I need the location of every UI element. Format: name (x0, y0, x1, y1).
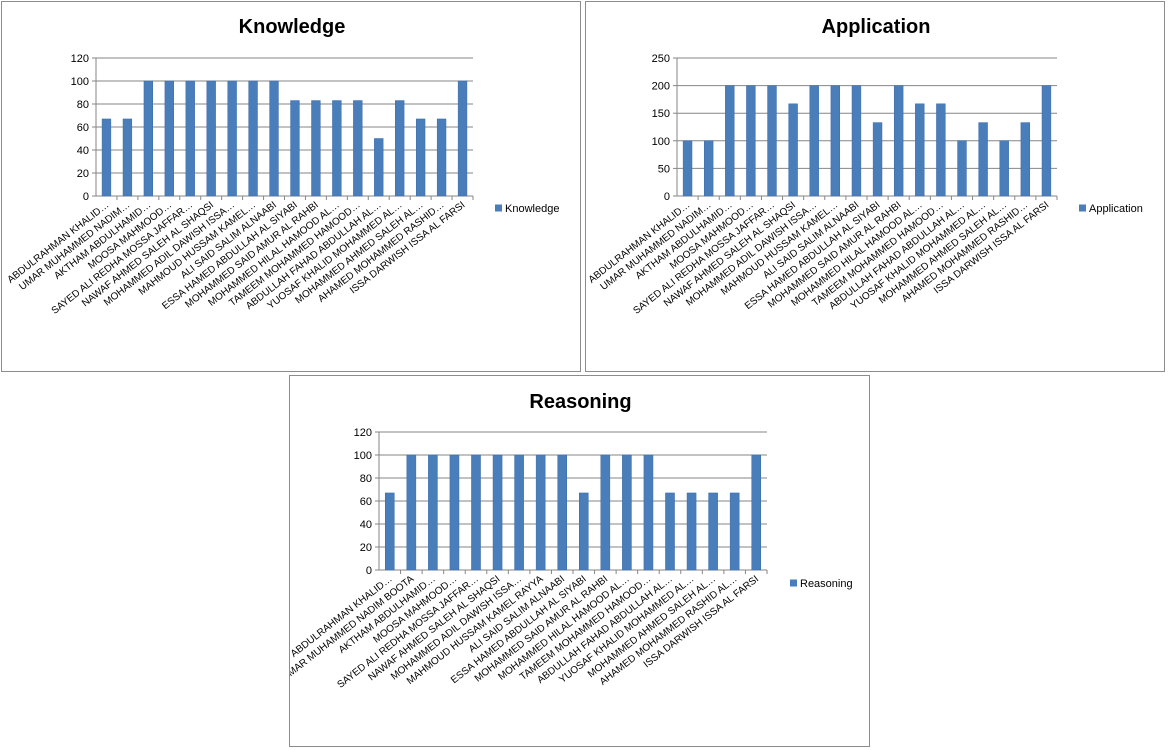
bar-application-4 (746, 85, 756, 197)
bar-reasoning-17 (729, 492, 740, 571)
bar-application-9 (851, 85, 862, 197)
bar-knowledge-17 (436, 118, 447, 197)
bar-knowledge-6 (206, 80, 216, 197)
legend-label: Reasoning (800, 578, 853, 590)
y-tick-label: 40 (77, 145, 89, 157)
bar-knowledge-2 (122, 118, 133, 197)
bar-reasoning-5 (471, 454, 481, 571)
bar-reasoning-11 (600, 454, 611, 571)
bar-application-17 (1020, 122, 1031, 197)
application-chart-panel: Application 0 50 100 150 200 250 ABDULRAHMAN KH… (585, 1, 1165, 372)
bar-knowledge-8 (248, 80, 258, 197)
bar-reasoning-9 (557, 454, 567, 571)
y-tick-label: 50 (658, 163, 670, 175)
y-tick-label: 20 (360, 542, 372, 554)
legend-swatch (790, 579, 797, 587)
y-tick-label: 100 (354, 450, 372, 462)
bar-application-2 (703, 140, 714, 197)
legend-swatch (495, 204, 502, 212)
y-tick-label: 20 (77, 168, 89, 180)
y-tick-label: 40 (360, 519, 372, 531)
bar-knowledge-13 (353, 100, 363, 197)
bar-reasoning-13 (643, 454, 654, 571)
bar-application-13 (936, 103, 946, 197)
legend-swatch (1079, 204, 1086, 212)
bar-application-8 (830, 85, 841, 197)
bar-reasoning-16 (708, 492, 718, 571)
bar-application-3 (725, 85, 735, 197)
bar-reasoning-10 (579, 492, 589, 571)
y-tick-label: 100 (71, 76, 89, 88)
bar-application-7 (809, 85, 819, 197)
bar-application-14 (957, 140, 967, 197)
bar-knowledge-4 (164, 80, 174, 197)
y-tick-label: 60 (77, 122, 89, 134)
bar-application-11 (893, 85, 904, 197)
bar-application-18 (1041, 85, 1052, 197)
y-tick-label: 80 (77, 99, 89, 111)
bar-knowledge-14 (374, 138, 384, 197)
legend-label: Application (1089, 203, 1143, 215)
bar-application-6 (788, 103, 798, 197)
knowledge-chart-panel: Knowledge 0 20 40 60 80 100 120 ABDULRAHMAN KHAL… (1, 1, 581, 372)
bar-reasoning-8 (535, 454, 546, 571)
bar-reasoning-3 (428, 454, 438, 571)
chart-title: Knowledge (239, 16, 346, 38)
bar-reasoning-2 (406, 454, 417, 571)
bar-knowledge-9 (269, 80, 279, 197)
bar-knowledge-7 (227, 80, 237, 197)
y-tick-label: 250 (652, 53, 670, 65)
bar-knowledge-16 (415, 118, 426, 197)
bar-knowledge-3 (143, 80, 154, 197)
bar-application-12 (915, 103, 925, 197)
bar-knowledge-15 (395, 100, 405, 197)
bar-knowledge-11 (311, 100, 321, 197)
bar-knowledge-18 (457, 80, 468, 197)
bar-application-5 (767, 85, 777, 197)
chart-title: Reasoning (529, 391, 631, 413)
bar-knowledge-12 (332, 100, 342, 197)
bar-knowledge-5 (185, 80, 195, 197)
y-tick-label: 0 (664, 191, 670, 203)
bar-reasoning-6 (492, 454, 503, 571)
bar-reasoning-12 (622, 454, 632, 571)
bar-reasoning-14 (665, 492, 675, 571)
y-tick-label: 150 (652, 108, 670, 120)
bar-knowledge-10 (290, 100, 300, 197)
y-tick-label: 120 (354, 427, 372, 439)
bar-reasoning-4 (449, 454, 460, 571)
bar-reasoning-1 (385, 492, 395, 571)
y-tick-label: 80 (360, 473, 372, 485)
reasoning-chart-panel: Reasoning 0 20 40 60 80 100 120 ABDULRAHMAN KHAL… (289, 375, 870, 747)
bar-application-10 (872, 122, 883, 197)
bar-reasoning-7 (514, 454, 524, 571)
y-tick-label: 0 (83, 191, 89, 203)
y-tick-label: 60 (360, 496, 372, 508)
bar-knowledge-1 (101, 118, 112, 197)
bar-application-15 (978, 122, 988, 197)
y-tick-label: 100 (652, 136, 670, 148)
bar-reasoning-15 (686, 492, 697, 571)
bar-application-16 (999, 140, 1009, 197)
y-tick-label: 0 (366, 565, 372, 577)
legend-label: Knowledge (505, 203, 559, 215)
chart-title: Application (822, 16, 931, 38)
bar-application-1 (682, 140, 693, 197)
y-tick-label: 120 (71, 53, 89, 65)
y-tick-label: 200 (652, 81, 670, 93)
bar-reasoning-18 (751, 454, 761, 571)
